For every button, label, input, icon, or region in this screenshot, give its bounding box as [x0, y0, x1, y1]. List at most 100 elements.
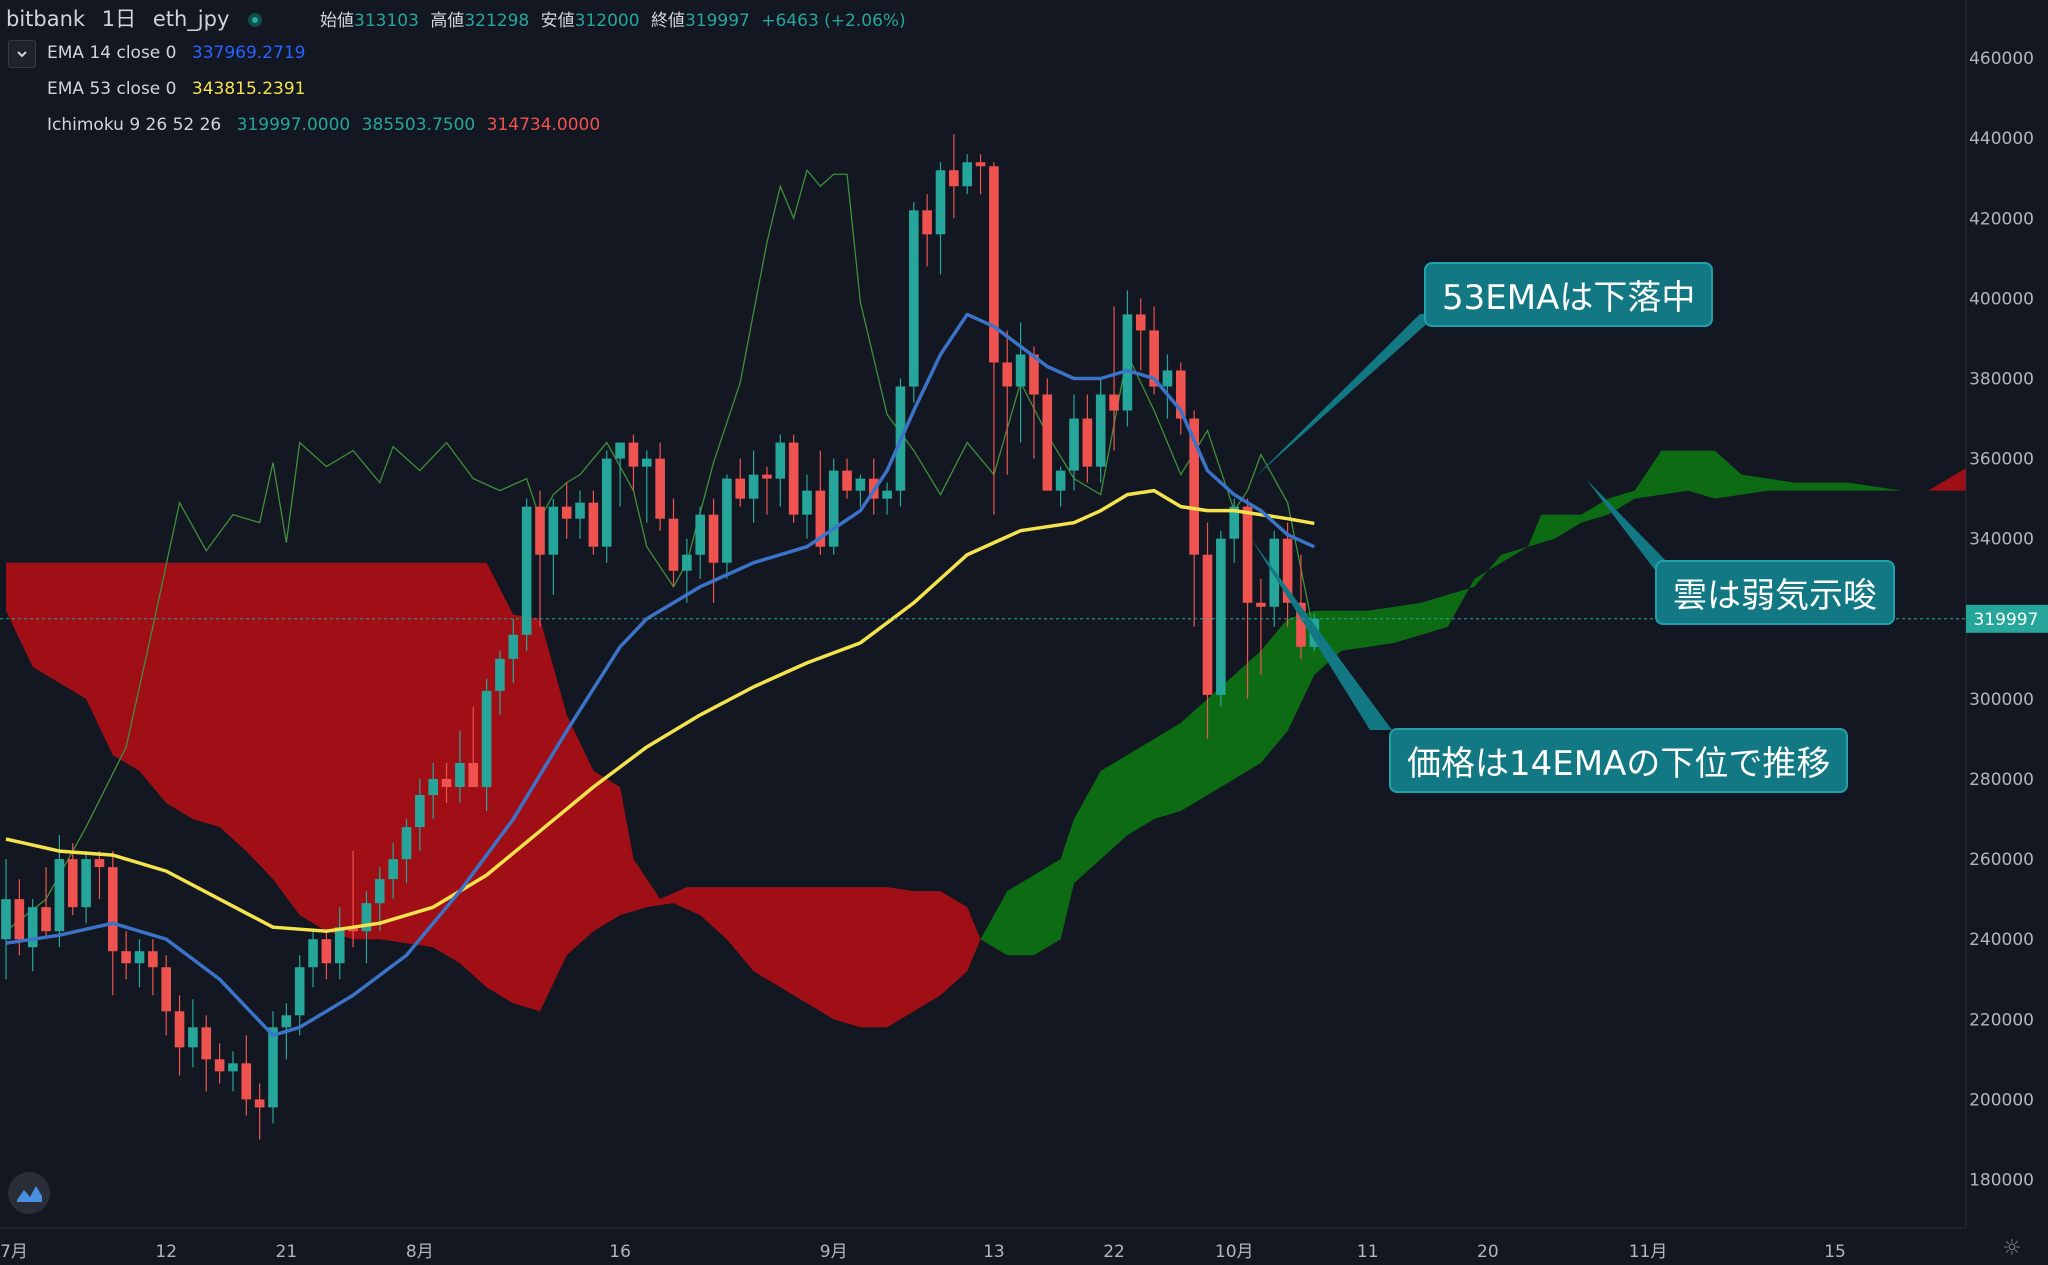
candle-body	[1149, 330, 1159, 387]
price-tick-label: 220000	[1969, 1010, 2034, 1030]
candle	[214, 1043, 225, 1084]
candle-body	[334, 927, 345, 964]
candle	[481, 678, 492, 812]
candle-body	[134, 951, 145, 964]
candle	[1189, 410, 1199, 627]
candle-body	[428, 779, 438, 796]
change-value: +6463 (+2.06%)	[761, 11, 906, 31]
ema14-name: EMA 14 close 0	[47, 43, 177, 63]
candle-body	[201, 1027, 212, 1060]
candle-body	[1135, 314, 1146, 331]
candle	[388, 843, 398, 900]
candle	[375, 867, 385, 932]
time-tick-label: 13	[983, 1242, 1005, 1262]
annotation-ema53: 53EMAは下落中	[1424, 262, 1714, 327]
candle-body	[695, 514, 705, 555]
candle-body	[735, 478, 746, 499]
collapse-legend-button[interactable]	[8, 40, 36, 68]
candle	[855, 474, 866, 507]
candle-body	[722, 478, 732, 563]
time-tick-label: 9月	[820, 1242, 848, 1262]
settings-icon[interactable]: ☼	[2002, 1236, 2022, 1261]
candle-body	[388, 859, 398, 880]
price-tick-label: 180000	[1969, 1171, 2034, 1191]
candle	[361, 891, 372, 964]
candle-body	[14, 899, 25, 940]
candle	[27, 899, 38, 972]
wave-logo-icon	[17, 1186, 42, 1202]
time-tick-label: 15	[1824, 1242, 1846, 1262]
candle	[241, 1035, 252, 1116]
candle	[81, 851, 91, 924]
tradingview-logo[interactable]	[8, 1172, 50, 1214]
candle-body	[348, 927, 358, 932]
candle-body	[361, 903, 372, 932]
cloud-bullish-area	[980, 450, 1956, 956]
candle	[762, 466, 772, 515]
ichimoku-legend[interactable]: Ichimoku 9 26 52 26 319997.0000 385503.7…	[47, 115, 600, 135]
price-tick-label: 280000	[1969, 770, 2034, 790]
candle-body	[308, 939, 318, 968]
candle	[642, 450, 652, 523]
close-label: 終値	[650, 11, 685, 31]
candle-body	[148, 951, 158, 968]
candle	[121, 931, 131, 980]
candle-body	[1122, 314, 1133, 411]
candle-body	[321, 939, 332, 964]
candle-body	[708, 514, 719, 563]
time-tick-label: 16	[609, 1242, 631, 1262]
candle	[882, 482, 892, 515]
candle-body	[1095, 394, 1106, 467]
candle	[188, 999, 198, 1068]
candle-body	[655, 458, 665, 519]
candle-body	[401, 827, 412, 860]
candle-body	[989, 166, 999, 363]
price-axis: 460000 440000 420000 400000 380000 360000 3400…	[1965, 0, 2048, 1265]
candle-body	[174, 1011, 185, 1048]
candle-body	[455, 762, 465, 788]
candle-body	[281, 1015, 292, 1028]
time-tick-label: 11	[1357, 1242, 1379, 1262]
candle-body	[535, 506, 545, 555]
cloud-bearish-area	[6, 562, 981, 1028]
candle-body	[415, 795, 425, 828]
candle-body	[468, 762, 479, 788]
candle-body	[481, 690, 492, 788]
candle-body	[975, 162, 986, 167]
ichimoku-value-1: 319997.0000	[236, 115, 351, 135]
candle	[1015, 322, 1026, 443]
time-tick-label: 11月	[1629, 1242, 1668, 1262]
candle-body	[1216, 538, 1226, 695]
candle-body	[882, 490, 892, 499]
candle-body	[294, 967, 305, 1016]
ema14-legend[interactable]: EMA 14 close 0 337969.2719	[47, 43, 305, 63]
lagging-span	[5, 168, 1315, 932]
time-tick-label: 12	[155, 1242, 177, 1262]
candle	[1095, 378, 1106, 483]
candle-body	[161, 967, 171, 1012]
candle-body	[1242, 506, 1253, 603]
candle	[828, 458, 839, 555]
candle-body	[1082, 418, 1093, 467]
candle-body	[1256, 602, 1266, 607]
candle-body	[962, 162, 972, 187]
candle	[748, 450, 759, 523]
candle	[201, 1015, 212, 1092]
candle-body	[94, 859, 105, 868]
ema53-legend[interactable]: EMA 53 close 0 343815.2391	[47, 79, 305, 99]
market-status-icon[interactable]	[248, 13, 263, 27]
candle-body	[521, 506, 532, 635]
candle	[334, 907, 345, 980]
candle-body	[268, 1027, 278, 1108]
candle	[268, 1011, 278, 1124]
candle	[989, 162, 999, 515]
candle-body	[561, 506, 572, 519]
candle-body	[828, 470, 839, 547]
candle-body	[588, 502, 599, 547]
price-tick-label: 400000	[1969, 289, 2034, 309]
candle-body	[775, 442, 786, 479]
candle-body	[548, 506, 559, 555]
high-label: 高値	[430, 11, 465, 31]
interval-label: 1日	[101, 7, 137, 31]
